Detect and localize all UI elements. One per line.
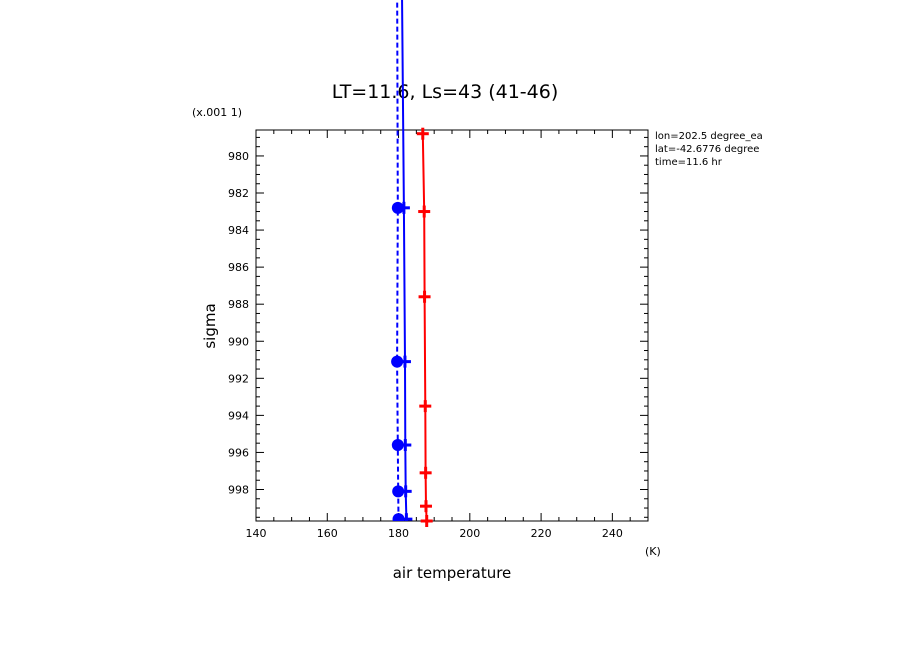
x-unit-label: (K)	[645, 545, 661, 558]
y-tick-label: 998	[228, 483, 249, 496]
y-axis-label: sigma	[201, 303, 219, 348]
data-point	[392, 485, 405, 498]
data-point	[391, 201, 404, 214]
series-0	[416, 127, 433, 527]
x-tick-label: 220	[531, 527, 552, 540]
annotations: lon=202.5 degree_ea lat=-42.6776 degree …	[655, 131, 763, 168]
y-tick-label: 982	[228, 187, 249, 200]
y-tick-label: 980	[228, 150, 249, 163]
y-tick-label: 984	[228, 224, 249, 237]
series-line	[421, 133, 428, 522]
chart-title: LT=11.6, Ls=43 (41-46)	[332, 81, 559, 103]
plot-frame	[255, 129, 649, 522]
y-tick-label: 996	[228, 446, 249, 459]
data-point	[391, 439, 404, 452]
y-tick-label: 988	[228, 298, 249, 311]
y-tick-label: 986	[228, 261, 249, 274]
series-2	[391, 0, 405, 521]
series-line	[396, 0, 400, 520]
y-scale-note: (x.001 1)	[192, 106, 242, 119]
annotation-lat: lat=-42.6776 degree	[655, 144, 759, 155]
x-tick-label: 140	[246, 527, 267, 540]
y-tick-label: 992	[228, 372, 249, 385]
axis-ticks: 140 160 180 200 220 240 980 982 984 986 988 990 992 9…	[228, 130, 648, 540]
data-point	[391, 355, 404, 368]
x-tick-label: 200	[459, 527, 480, 540]
annotation-lon: lon=202.5 degree_ea	[655, 131, 763, 142]
x-axis-label: air temperature	[393, 564, 512, 582]
series-layer	[391, 0, 433, 527]
x-tick-label: 180	[388, 527, 409, 540]
y-tick-label: 994	[228, 409, 249, 422]
y-tick-label: 990	[228, 335, 249, 348]
annotation-time: time=11.6 hr	[655, 157, 723, 168]
x-tick-label: 240	[602, 527, 623, 540]
data-point	[392, 513, 405, 521]
x-tick-label: 160	[317, 527, 338, 540]
